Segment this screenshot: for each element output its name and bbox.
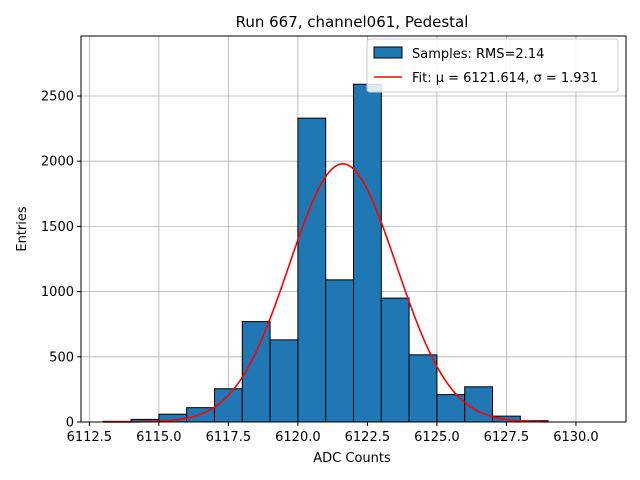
x-tick-label-1: 6115.0 — [136, 430, 182, 445]
legend: Samples: RMS=2.14 Fit: μ = 6121.614, σ =… — [366, 38, 619, 93]
x-tick-label-7: 6130.0 — [553, 430, 599, 445]
histogram-bar-6 — [269, 339, 299, 423]
y-axis-ticks: 0 500 1000 1500 2000 2500 — [41, 89, 81, 431]
x-tick-label-2: 6117.5 — [206, 430, 252, 445]
x-tick-label-5: 6125.0 — [414, 430, 460, 445]
plot-area-frame — [80, 35, 627, 423]
legend-box — [366, 38, 619, 93]
chart-title: Run 667, channel061, Pedestal — [236, 13, 469, 31]
x-tick-label-6: 6127.5 — [484, 430, 530, 445]
x-tick-label-3: 6120.0 — [275, 430, 321, 445]
histogram-bar-7 — [297, 117, 327, 423]
y-tick-label-3: 1500 — [41, 220, 74, 235]
x-axis-label: ADC Counts — [313, 451, 391, 466]
histogram-bar-10 — [380, 297, 410, 423]
histogram-bar-13 — [464, 386, 494, 423]
fit-curve-group — [103, 162, 549, 423]
y-tick-label-2: 1000 — [41, 285, 74, 300]
x-tick-label-4: 6122.5 — [345, 430, 391, 445]
y-axis-label: Entries — [15, 206, 30, 252]
x-axis-ticks: 6112.5 6115.0 6117.5 6120.0 6122.5 6125.0 6127… — [67, 422, 599, 445]
y-tick-label-4: 2000 — [41, 155, 74, 170]
y-tick-label-1: 500 — [49, 350, 74, 365]
legend-swatch-samples — [373, 46, 403, 59]
histogram-bar-8 — [325, 279, 354, 423]
fit-curve — [103, 162, 549, 423]
x-tick-label-0: 6112.5 — [67, 430, 113, 445]
legend-label-fit: Fit: μ = 6121.614, σ = 1.931 — [412, 71, 598, 86]
y-tick-label-5: 2500 — [41, 89, 74, 104]
y-tick-label-0: 0 — [66, 416, 74, 431]
histogram-bar-9 — [353, 83, 382, 423]
histogram-bar-4 — [213, 388, 243, 423]
legend-label-samples: Samples: RMS=2.14 — [412, 47, 544, 62]
histogram-bar-11 — [408, 354, 438, 423]
